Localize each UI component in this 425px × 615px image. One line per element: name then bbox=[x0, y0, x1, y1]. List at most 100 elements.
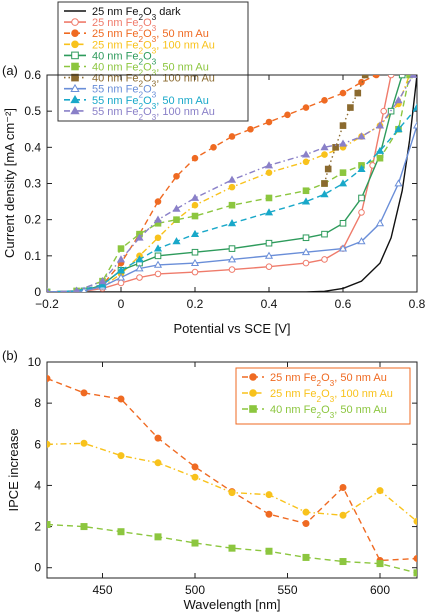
legend-entry: 25 nm Fe2O3, 100 nm Au bbox=[64, 39, 215, 55]
legend-marker bbox=[249, 405, 257, 413]
data-point bbox=[339, 558, 347, 566]
data-point bbox=[361, 75, 369, 79]
data-point bbox=[228, 201, 236, 209]
legend-marker bbox=[71, 40, 79, 49]
legend-label: 40 nm Fe2O3, 100 nm Au bbox=[92, 73, 215, 89]
data-point bbox=[73, 286, 80, 292]
data-point bbox=[409, 75, 417, 78]
data-point bbox=[117, 279, 125, 287]
ticks-a: −0.2 0 0.2 0.4 0.6 0.800.10.20.30.40.50.6 bbox=[24, 68, 425, 311]
data-point bbox=[228, 544, 236, 552]
y-tick-label: 0.3 bbox=[24, 177, 41, 191]
data-point bbox=[354, 89, 362, 97]
data-point bbox=[228, 266, 236, 273]
data-point bbox=[357, 237, 366, 245]
data-point bbox=[135, 233, 144, 241]
legend-label: 25 nm Fe2O3 bbox=[92, 17, 157, 32]
data-point bbox=[338, 244, 348, 252]
data-point bbox=[301, 247, 311, 256]
legend-label: 25 nm Fe2O3, 50 nm Au bbox=[92, 28, 209, 44]
legend-entry: 25 nm Fe2O3 dark bbox=[64, 6, 181, 22]
data-point bbox=[376, 154, 384, 162]
legend-label: 55 nm Fe2O3, 50 nm Au bbox=[92, 95, 209, 111]
legend-entry: 25 nm Fe2O3, 100 nm Au bbox=[242, 388, 393, 404]
data-point bbox=[339, 122, 347, 129]
panel-label-a: (a) bbox=[2, 63, 18, 78]
data-point bbox=[265, 510, 273, 518]
data-point bbox=[394, 96, 403, 104]
x-tick-label: 500 bbox=[185, 583, 205, 597]
data-point bbox=[375, 146, 385, 154]
x-tick-label: 0 bbox=[118, 297, 125, 311]
data-point bbox=[301, 197, 311, 205]
data-point bbox=[210, 144, 217, 151]
series-b bbox=[47, 374, 417, 577]
series-a bbox=[47, 75, 417, 292]
data-point bbox=[153, 260, 163, 268]
data-point bbox=[116, 255, 126, 263]
data-point bbox=[191, 463, 199, 471]
legend-entry: 40 nm Fe2O3, 50 nm Au bbox=[64, 62, 209, 78]
legend-entry: 55 nm Fe2O3 bbox=[64, 83, 157, 100]
legend-marker bbox=[249, 373, 257, 381]
data-point bbox=[302, 259, 310, 267]
data-point bbox=[191, 212, 199, 220]
legend-label: 55 nm Fe2O3 bbox=[92, 84, 157, 100]
data-point bbox=[284, 111, 291, 119]
data-point bbox=[412, 121, 417, 129]
data-point bbox=[191, 539, 199, 547]
data-point bbox=[357, 132, 366, 140]
legend-entry: 40 nm Fe2O3 bbox=[64, 50, 157, 66]
y-axis-label-a: Current density [mA cm⁻²] bbox=[2, 108, 17, 258]
data-point bbox=[321, 180, 328, 187]
data-point bbox=[338, 139, 348, 147]
legend-marker bbox=[70, 83, 80, 93]
data-point bbox=[228, 133, 236, 140]
data-point bbox=[173, 172, 180, 180]
y-axis-label-b: IPCE increase bbox=[6, 428, 21, 511]
data-point bbox=[154, 270, 162, 278]
data-point bbox=[375, 219, 385, 227]
y-tick-label: 10 bbox=[28, 355, 42, 369]
data-point bbox=[302, 187, 310, 195]
data-point bbox=[80, 389, 88, 397]
data-point bbox=[302, 553, 310, 561]
legend-marker bbox=[70, 94, 80, 104]
legend-label: 40 nm Fe2O3, 50 nm Au bbox=[92, 62, 209, 78]
data-point bbox=[98, 280, 107, 288]
data-point bbox=[265, 547, 273, 555]
data-point bbox=[302, 508, 310, 516]
y-tick-label: 0.5 bbox=[24, 104, 41, 118]
data-point bbox=[373, 75, 380, 79]
data-point bbox=[154, 198, 162, 205]
x-axis-label-a: Potential vs SCE [V] bbox=[173, 321, 290, 336]
data-point bbox=[321, 256, 328, 263]
series-line bbox=[47, 75, 414, 292]
data-point bbox=[228, 245, 236, 252]
data-point bbox=[339, 89, 347, 97]
data-point bbox=[376, 560, 384, 568]
data-point bbox=[264, 251, 274, 259]
data-point bbox=[265, 169, 273, 176]
y-tick-label: 0.6 bbox=[24, 68, 41, 82]
data-point bbox=[173, 216, 180, 223]
data-point bbox=[302, 158, 310, 166]
data-point bbox=[191, 154, 199, 162]
data-point bbox=[228, 183, 236, 191]
x-tick-label: 0.2 bbox=[187, 297, 204, 311]
series-1 bbox=[47, 75, 417, 292]
legend-marker bbox=[71, 62, 79, 71]
series-line bbox=[47, 75, 403, 292]
data-point bbox=[191, 268, 199, 276]
x-tick-label: 600 bbox=[370, 583, 390, 597]
data-point bbox=[394, 179, 403, 187]
data-point bbox=[47, 287, 50, 292]
data-point bbox=[357, 164, 366, 172]
data-point bbox=[227, 219, 237, 227]
legend-entry: 40 nm Fe2O3, 50 nm Au bbox=[242, 404, 387, 420]
x-tick-label: 550 bbox=[277, 583, 297, 597]
data-point bbox=[154, 252, 162, 260]
legend-frame bbox=[235, 367, 411, 425]
legend-frame bbox=[57, 1, 249, 122]
